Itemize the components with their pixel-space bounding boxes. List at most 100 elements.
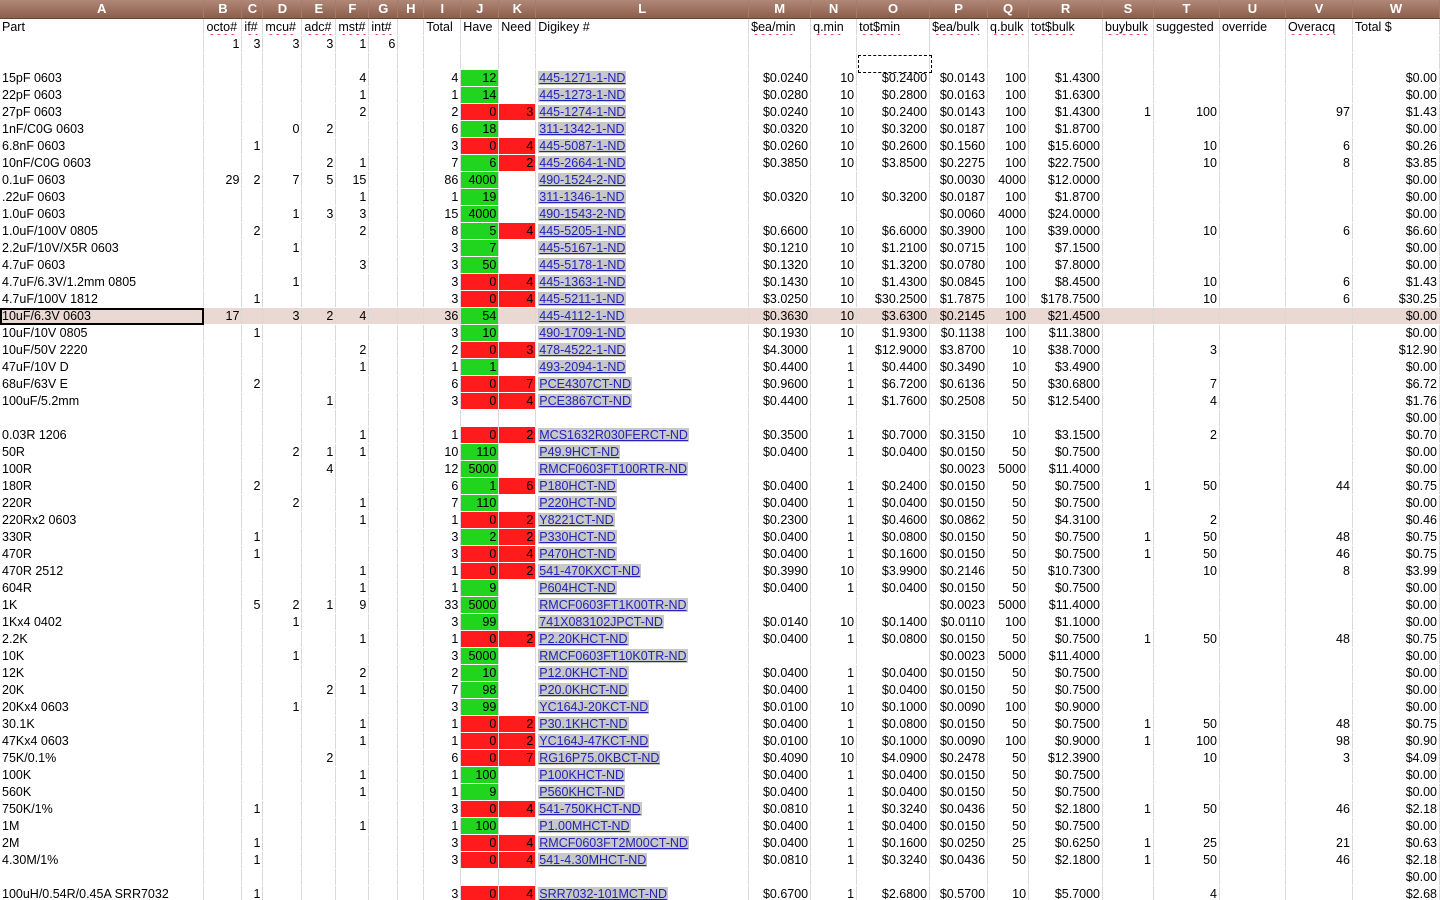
- cell[interactable]: 22pF 0603: [0, 86, 205, 104]
- cell[interactable]: $1.6300: [1028, 86, 1103, 104]
- cell[interactable]: 7: [262, 171, 303, 189]
- cell[interactable]: [368, 562, 399, 580]
- cell[interactable]: 0: [460, 834, 500, 852]
- digikey-link[interactable]: P100KHCT-ND: [538, 768, 626, 782]
- cell[interactable]: [987, 409, 1030, 427]
- cell[interactable]: 2.2K: [0, 630, 205, 648]
- cell[interactable]: 6: [1285, 222, 1353, 240]
- cell[interactable]: [335, 851, 370, 869]
- cell[interactable]: $0.1600: [856, 545, 931, 563]
- cell[interactable]: [498, 324, 537, 342]
- table-row[interactable]: 1Kx4 0402 1 3 99 741X083102JPCT-ND $0.0140 10 $…: [0, 613, 1440, 631]
- cell[interactable]: [1153, 120, 1220, 138]
- cell[interactable]: 2: [498, 511, 537, 529]
- cell[interactable]: [397, 256, 425, 274]
- cell[interactable]: $0.0436: [929, 800, 989, 818]
- cell[interactable]: $0.2400: [856, 477, 931, 495]
- cell[interactable]: 1: [241, 137, 264, 155]
- cell[interactable]: 2: [423, 103, 462, 121]
- digikey-link-cell[interactable]: P2.20KHCT-ND: [535, 630, 750, 648]
- cell[interactable]: [301, 783, 337, 801]
- cell[interactable]: 100: [987, 732, 1030, 750]
- column-header-s[interactable]: S: [1102, 0, 1154, 19]
- cell[interactable]: $0.00: [1352, 494, 1440, 512]
- cell[interactable]: 46: [1285, 545, 1353, 563]
- cell[interactable]: [262, 783, 303, 801]
- cell[interactable]: [203, 460, 243, 478]
- cell[interactable]: [1219, 732, 1286, 750]
- cell[interactable]: $0.0400: [856, 817, 931, 835]
- cell[interactable]: [397, 205, 425, 223]
- cell[interactable]: 50: [987, 392, 1030, 410]
- cell[interactable]: [397, 341, 425, 359]
- cell[interactable]: 86: [423, 171, 462, 189]
- cell[interactable]: [335, 324, 370, 342]
- cell[interactable]: 6: [498, 477, 537, 495]
- cell[interactable]: $0.3990: [748, 562, 812, 580]
- cell[interactable]: 50: [460, 256, 500, 274]
- cell[interactable]: [1102, 511, 1154, 529]
- cell[interactable]: [301, 273, 337, 291]
- table-row[interactable]: 100uF/5.2mm 1 3 0 4 PCE3867CT-ND $0.4400 1 $1.76…: [0, 392, 1440, 410]
- cell[interactable]: 50: [987, 800, 1030, 818]
- header-cell[interactable]: mst#: [335, 18, 370, 36]
- cell[interactable]: 3: [423, 851, 462, 869]
- cell[interactable]: 2: [301, 120, 337, 138]
- cell[interactable]: [262, 800, 303, 818]
- cell[interactable]: 1: [1102, 851, 1154, 869]
- cell[interactable]: [335, 834, 370, 852]
- empty-cell[interactable]: [498, 52, 537, 70]
- cell[interactable]: $3.8500: [856, 154, 931, 172]
- cell[interactable]: $0.00: [1352, 86, 1440, 104]
- cell[interactable]: $0.4400: [856, 358, 931, 376]
- cell[interactable]: [1219, 545, 1286, 563]
- cell[interactable]: $0.7500: [1028, 817, 1103, 835]
- cell[interactable]: 10: [810, 698, 858, 716]
- cell[interactable]: 0: [460, 341, 500, 359]
- cell[interactable]: [335, 409, 370, 427]
- cell[interactable]: $7.1500: [1028, 239, 1103, 257]
- cell[interactable]: [301, 545, 337, 563]
- cell[interactable]: [397, 681, 425, 699]
- cell[interactable]: $0.0800: [856, 528, 931, 546]
- counts-cell[interactable]: 3: [241, 35, 264, 53]
- cell[interactable]: $0.0100: [748, 698, 812, 716]
- header-cell[interactable]: buybulk: [1102, 18, 1154, 36]
- cell[interactable]: [301, 477, 337, 495]
- cell[interactable]: 4: [498, 222, 537, 240]
- cell[interactable]: [856, 409, 931, 427]
- cell[interactable]: $0.0400: [748, 834, 812, 852]
- digikey-link-cell[interactable]: RMCF0603FT2M00CT-ND: [535, 834, 750, 852]
- cell[interactable]: [368, 375, 399, 393]
- header-cell[interactable]: Need: [498, 18, 537, 36]
- cell[interactable]: [498, 698, 537, 716]
- cell[interactable]: [397, 766, 425, 784]
- column-header-v[interactable]: V: [1285, 0, 1353, 19]
- header-cell[interactable]: tot$min: [856, 18, 931, 36]
- cell[interactable]: [397, 103, 425, 121]
- cell[interactable]: [368, 307, 399, 325]
- cell[interactable]: 1: [423, 426, 462, 444]
- cell[interactable]: $0.00: [1352, 358, 1440, 376]
- digikey-link[interactable]: 445-1271-1-ND: [538, 71, 627, 85]
- cell[interactable]: [301, 188, 337, 206]
- cell[interactable]: $0.1930: [748, 324, 812, 342]
- cell[interactable]: [1102, 681, 1154, 699]
- cell[interactable]: 48: [1285, 715, 1353, 733]
- cell[interactable]: 10K: [0, 647, 205, 665]
- cell[interactable]: 100: [987, 120, 1030, 138]
- cell[interactable]: 44: [1285, 477, 1353, 495]
- cell[interactable]: 4: [498, 137, 537, 155]
- cell[interactable]: [1219, 171, 1286, 189]
- cell[interactable]: 50: [987, 545, 1030, 563]
- cell[interactable]: [241, 664, 264, 682]
- digikey-link-cell[interactable]: 541-4.30MHCT-ND: [535, 851, 750, 869]
- digikey-link-cell[interactable]: 311-1346-1-ND: [535, 188, 750, 206]
- cell[interactable]: [748, 460, 812, 478]
- cell[interactable]: 1: [460, 358, 500, 376]
- digikey-link-cell[interactable]: 541-470KXCT-ND: [535, 562, 750, 580]
- cell[interactable]: 1: [1102, 630, 1154, 648]
- table-row[interactable]: 20K 2 1 7 98 P20.0KHCT-ND $0.0400 1 $0.0400 $0.01…: [0, 681, 1440, 699]
- cell[interactable]: [397, 528, 425, 546]
- cell[interactable]: [1102, 171, 1154, 189]
